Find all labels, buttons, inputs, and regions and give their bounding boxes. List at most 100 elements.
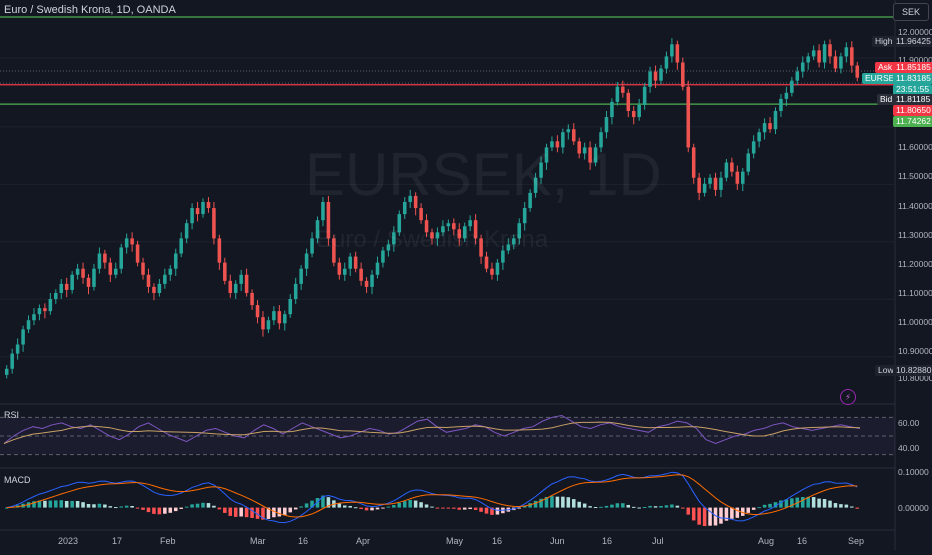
rsi-line [3,414,861,445]
candle-body [806,56,810,63]
macd-histogram-bar [233,507,238,517]
macd-histogram-bar [364,507,369,511]
macd-histogram-bar [708,507,712,526]
candle-body [577,141,581,154]
macd-histogram-bar [288,507,293,513]
x-tick: 16 [602,536,613,546]
candle-body [599,132,603,148]
macd-histogram-bar [250,507,254,518]
candle-body [713,177,718,190]
price-tick: 11.10000 [898,288,932,298]
macd-histogram-bar [113,507,118,509]
macd-histogram-bar [768,503,772,508]
x-tick: 16 [298,536,309,546]
currency-selector-button[interactable]: SEK [893,3,929,21]
candle-body [850,47,854,66]
macd-histogram-bar [70,500,74,508]
macd-histogram-bar [32,501,36,508]
candle-body [642,86,647,105]
macd-histogram-bar [561,496,565,508]
candle-body [528,192,532,209]
price-tick: 12.00000 [898,27,932,37]
candle-body [113,268,118,275]
x-tick: Sep [848,536,865,546]
macd-histogram-bar [321,495,325,508]
macd-histogram-bar [762,504,767,508]
candle-body [544,147,549,163]
candle-body [828,44,832,57]
macd-histogram-bar [539,498,543,508]
macd-histogram-bar [141,507,145,510]
macd-histogram-bar [168,507,173,513]
candle-body [751,141,756,154]
candle-body [135,244,140,263]
macd-tick: 0.00000 [898,503,929,513]
macd-histogram-bar [670,504,674,508]
price-tick: 11.00000 [898,317,932,327]
candle-body [157,283,162,293]
candle-body [250,292,254,306]
high-label: High [872,36,896,47]
macd-histogram-bar [806,496,810,508]
macd-histogram-bar [637,507,641,509]
macd-histogram-bar [702,507,707,527]
macd-pane-label: MACD [4,475,31,485]
alert-icon[interactable]: ⚡ [840,389,856,405]
candle-body [173,253,178,269]
candle-body [631,111,636,118]
macd-histogram-bar [239,507,243,517]
macd-histogram-bar [135,507,140,509]
candle-body [637,104,641,118]
candle-body [10,353,14,369]
candle-body [795,71,800,81]
price-tick: 11.60000 [898,142,932,152]
candle-body [97,253,102,269]
macd-histogram-bar [484,507,489,514]
macd-histogram-bar [283,507,287,515]
macd-histogram-bar [522,505,527,508]
candle-body [124,238,129,248]
candle-body [190,208,194,224]
candle-body [381,250,385,263]
macd-histogram-bar [206,503,211,508]
candle-body [408,195,412,202]
macd-tick: 0.10000 [898,467,929,477]
macd-histogram-bar [446,507,451,509]
macd-histogram-bar [152,507,156,514]
candle-body [811,50,816,57]
macd-histogram-bar [653,506,658,508]
symbol-label: EURSEK [862,73,903,84]
candle-body [839,56,843,69]
macd-histogram-bar [615,503,620,508]
candle-body [822,44,827,63]
macd-histogram-bar [244,507,249,518]
macd-histogram-bar [326,497,331,508]
macd-histogram-bar [730,507,734,519]
candle-body [708,177,712,184]
macd-histogram-bar [751,507,756,510]
macd-histogram-bar [381,507,385,509]
macd-histogram-bar [157,507,162,515]
macd-histogram-bar [435,507,440,509]
candle-body [184,223,189,239]
macd-histogram-bar [817,498,821,508]
candle-body [490,268,494,275]
x-tick: Mar [250,536,266,546]
candle-body [784,92,789,99]
candle-body [86,277,91,287]
macd-histogram-bar [457,507,462,510]
macd-line [6,471,858,524]
candle-body [299,268,303,284]
x-tick: May [446,536,464,546]
candle-body [152,286,156,293]
candle-body [473,220,478,239]
macd-histogram-bar [173,507,178,512]
candle-body [648,71,652,87]
candle-body [392,232,396,245]
x-tick: 16 [797,536,808,546]
candle-body [277,311,282,324]
candle-body [817,50,821,63]
candle-body [375,262,380,275]
